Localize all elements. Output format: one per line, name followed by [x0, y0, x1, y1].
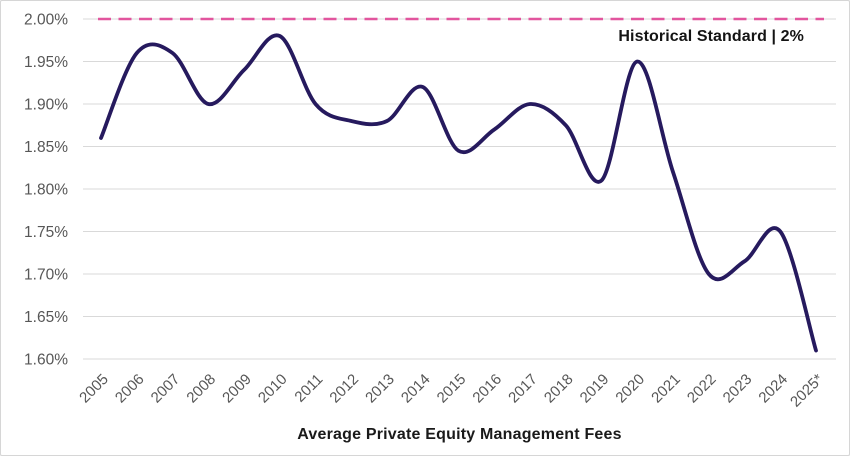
x-tick-label: 2017: [505, 371, 541, 407]
x-tick-label: 2011: [291, 371, 326, 406]
x-tick-label: 2015: [434, 371, 470, 407]
y-tick-label: 1.85%: [24, 139, 68, 156]
x-tick-label: 2018: [541, 371, 577, 407]
x-tick-label: 2014: [398, 371, 434, 407]
y-tick-label: 1.75%: [24, 224, 68, 241]
x-tick-label: 2020: [612, 371, 648, 407]
x-tick-label: 2009: [219, 371, 255, 407]
x-tick-label: 2010: [255, 371, 291, 407]
reference-line-label: Historical Standard | 2%: [618, 28, 804, 45]
x-tick-label: 2023: [720, 371, 756, 407]
x-tick-label: 2013: [362, 371, 398, 407]
x-tick-label: 2021: [648, 371, 684, 407]
x-tick-label: 2016: [469, 371, 505, 407]
x-tick-label: 2007: [148, 371, 184, 407]
x-tick-label: 2019: [577, 371, 613, 407]
x-tick-label: 2024: [755, 371, 791, 407]
y-tick-label: 1.65%: [24, 309, 68, 326]
y-tick-label: 1.70%: [24, 266, 68, 283]
fee-line-series: [99, 33, 818, 353]
chart-title: Average Private Equity Management Fees: [297, 426, 622, 443]
x-tick-label: 2005: [76, 371, 112, 407]
x-tick-label: 2022: [684, 371, 720, 407]
y-tick-label: 1.80%: [24, 181, 68, 198]
x-tick-label: 2025*: [787, 371, 827, 411]
y-tick-label: 1.90%: [24, 96, 68, 113]
x-tick-label: 2012: [326, 371, 362, 407]
y-tick-label: 1.60%: [24, 351, 68, 368]
y-tick-label: 2.00%: [24, 11, 68, 28]
x-tick-label: 2006: [112, 371, 148, 407]
x-tick-label: 2008: [183, 371, 219, 407]
y-tick-label: 1.95%: [24, 54, 68, 71]
